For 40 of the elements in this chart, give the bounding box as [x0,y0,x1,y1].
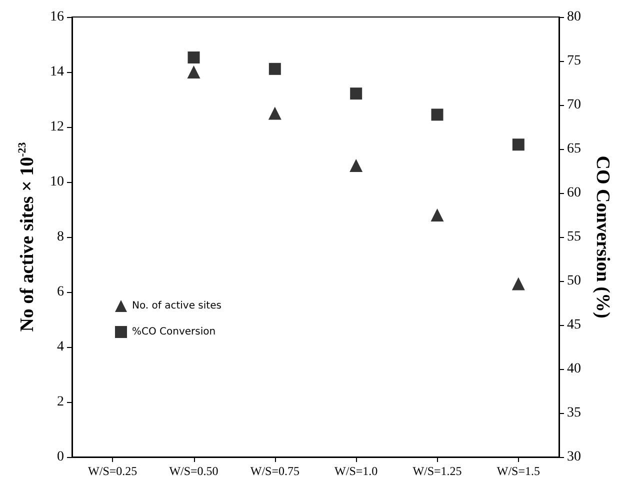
y2-tick-label: 35 [567,406,581,420]
y-tick-label: 14 [50,64,64,80]
y-tick-label: 16 [50,10,64,24]
y-tick-label: 2 [57,394,64,410]
y2-tick-label: 45 [567,318,581,332]
x-tick-label: W/S=1.5 [496,464,540,478]
legend-label: No. of active sites [132,300,222,312]
x-tick-label: W/S=0.50 [169,464,218,478]
y2-tick-label: 50 [567,274,581,288]
point [350,88,362,100]
point [512,277,525,290]
point [431,108,444,121]
x-tick-label: W/S=0.75 [250,464,300,478]
y-tick-label: 12 [50,120,64,134]
point [268,106,282,120]
point [350,159,363,172]
point [187,66,200,78]
y-axis-title: No of active sites × 10-23 [16,142,38,332]
y2-tick-label: 40 [567,362,581,376]
y2-tick-label: 30 [567,450,581,464]
y-tick-label: 4 [57,340,64,354]
x-tick-label: W/S=1.0 [334,464,378,478]
point [188,51,200,64]
y-tick-label: 6 [57,284,64,300]
y2-tick-label: 70 [567,98,581,112]
y-tick-label: 10 [50,174,64,190]
y2-tick-label: 65 [567,142,581,156]
y-tick-label: 8 [57,230,64,244]
x-tick-label: W/S=1.25 [412,464,462,478]
point [512,138,524,151]
x-tick-label: W/S=0.25 [88,464,138,478]
point [430,208,444,222]
y2-tick-label: 75 [567,54,581,68]
y2-axis-title: CO Conversion (%) [592,156,613,318]
y-tick-label: 0 [57,450,64,464]
y2-tick-label: 60 [567,186,581,200]
point [268,62,281,75]
y2-tick-label: 80 [567,10,581,24]
legend-label: %CO Conversion [132,326,216,338]
y2-tick-label: 55 [567,230,581,244]
